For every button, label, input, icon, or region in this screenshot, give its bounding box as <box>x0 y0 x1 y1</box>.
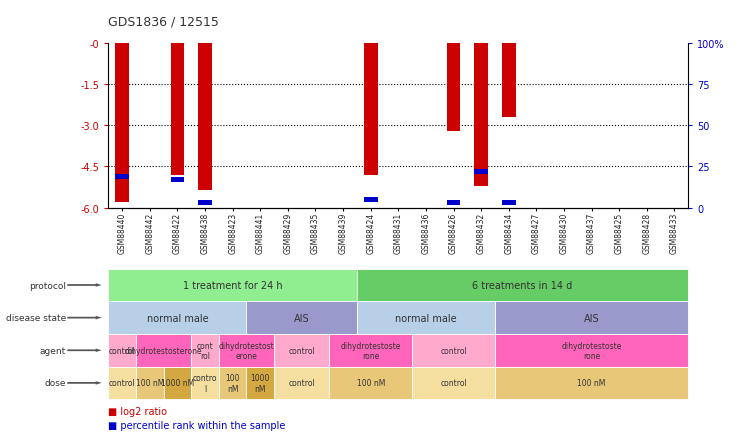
Bar <box>115 43 129 203</box>
Text: 100
nM: 100 nM <box>225 373 240 393</box>
Text: cont
rol: cont rol <box>197 341 213 360</box>
Text: contro
l: contro l <box>193 373 218 393</box>
Text: ■ log2 ratio: ■ log2 ratio <box>108 407 168 416</box>
Bar <box>171 43 184 175</box>
Bar <box>502 201 515 206</box>
Text: 100 nM: 100 nM <box>357 378 385 388</box>
Bar <box>474 43 488 186</box>
Bar <box>364 197 378 203</box>
Bar <box>474 170 488 174</box>
Text: 1000 nM: 1000 nM <box>161 378 194 388</box>
Bar <box>198 43 212 191</box>
Text: disease state: disease state <box>5 313 66 322</box>
Text: control: control <box>440 378 467 388</box>
Text: AIS: AIS <box>583 313 599 323</box>
Bar <box>198 201 212 206</box>
Text: dihydrotestoste
rone: dihydrotestoste rone <box>561 341 622 360</box>
Bar <box>447 201 461 206</box>
Text: control: control <box>440 346 467 355</box>
Text: dihydrotestosterone: dihydrotestosterone <box>125 346 203 355</box>
Text: control: control <box>288 378 315 388</box>
Bar <box>364 43 378 175</box>
Bar <box>502 43 515 118</box>
Bar <box>171 178 184 183</box>
Text: 100 nM: 100 nM <box>135 378 164 388</box>
Text: normal male: normal male <box>395 313 457 323</box>
Text: control: control <box>288 346 315 355</box>
Text: 1000
nM: 1000 nM <box>251 373 270 393</box>
Text: 6 treatments in 14 d: 6 treatments in 14 d <box>473 280 573 290</box>
Text: 1 treatment for 24 h: 1 treatment for 24 h <box>183 280 283 290</box>
Text: ■ percentile rank within the sample: ■ percentile rank within the sample <box>108 421 286 430</box>
Text: 100 nM: 100 nM <box>577 378 606 388</box>
Text: control: control <box>109 346 135 355</box>
Text: GDS1836 / 12515: GDS1836 / 12515 <box>108 15 219 28</box>
Text: dihydrotestost
erone: dihydrotestost erone <box>218 341 275 360</box>
Bar <box>447 43 461 132</box>
Text: dihydrotestoste
rone: dihydrotestoste rone <box>340 341 401 360</box>
Text: protocol: protocol <box>29 281 66 290</box>
Text: control: control <box>109 378 135 388</box>
Text: AIS: AIS <box>294 313 310 323</box>
Bar <box>115 174 129 179</box>
Text: normal male: normal male <box>147 313 208 323</box>
Text: agent: agent <box>40 346 66 355</box>
Text: dose: dose <box>44 378 66 388</box>
